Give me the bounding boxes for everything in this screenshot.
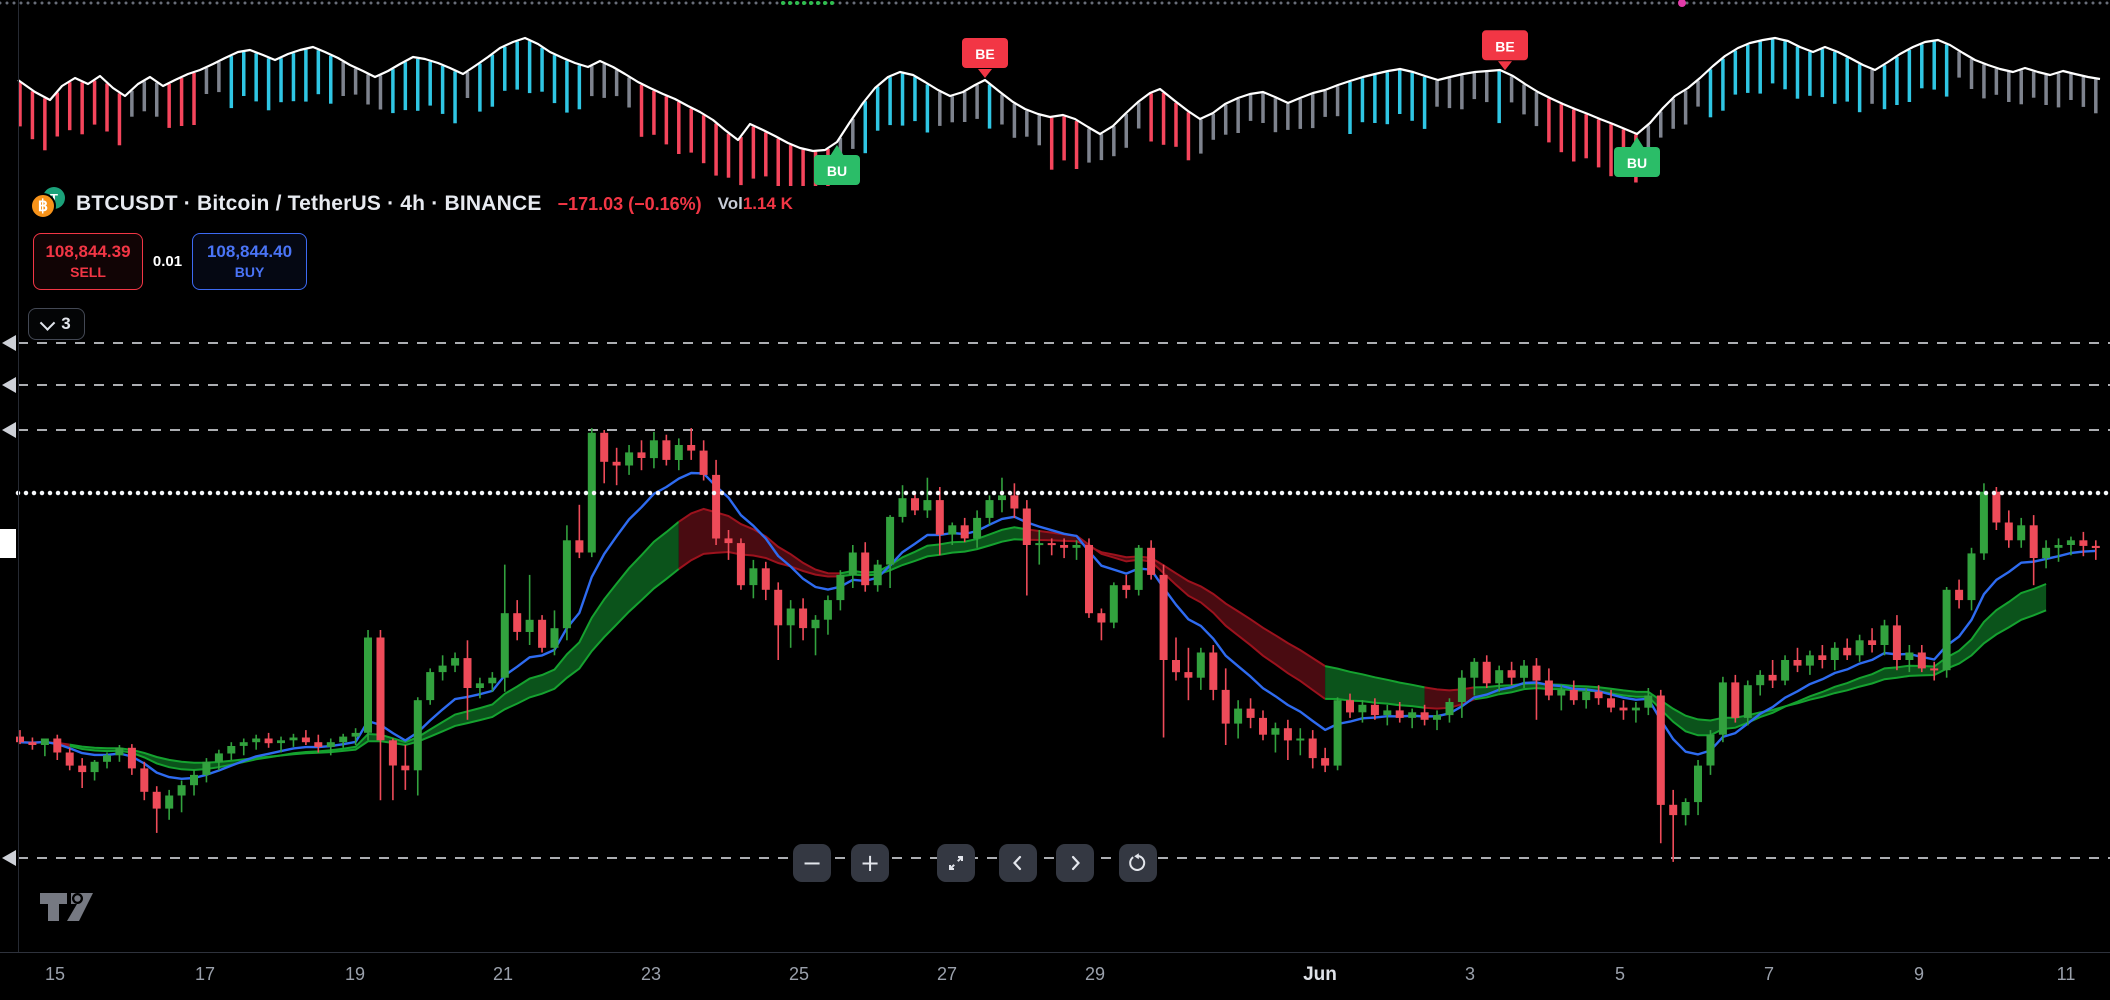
reset-view-button[interactable]	[1119, 844, 1157, 882]
signal-markers: BU BE BE BU	[814, 30, 1660, 185]
chevron-right-icon	[1071, 855, 1080, 871]
time-axis-label: 27	[936, 964, 958, 984]
volume-label: Vol	[717, 194, 743, 213]
bullish-signal-badge	[814, 155, 860, 185]
sell-price: 108,844.39	[45, 242, 131, 261]
volume-readout: Vol1.14 K	[718, 194, 793, 214]
sell-label: SELL	[70, 264, 106, 280]
time-axis-label: 11	[2056, 964, 2076, 984]
bearish-signal-badge	[962, 38, 1008, 68]
svg-text:BE: BE	[975, 46, 994, 62]
symbol-header: T ฿ BTCUSDT · Bitcoin / TetherUS · 4h · …	[30, 186, 793, 222]
time-axis-label: 3	[1464, 964, 1476, 984]
trade-buttons-row: 108,844.39 SELL 0.01 108,844.40 BUY	[33, 233, 307, 290]
price-level-arrow[interactable]	[2, 422, 16, 438]
tradingview-logo[interactable]	[36, 884, 102, 935]
zoom-out-button[interactable]: −	[793, 844, 831, 882]
time-axis-label: 23	[640, 964, 662, 984]
indicator-count: 3	[61, 314, 71, 333]
time-axis-label: Jun	[1303, 964, 1337, 985]
zoom-in-button[interactable]: +	[851, 844, 889, 882]
level-lines	[2, 335, 2110, 866]
maximize-button[interactable]	[937, 844, 975, 882]
price-chart-pane[interactable]: BU BE BE BU	[0, 0, 2110, 952]
time-axis-label: 9	[1913, 964, 1925, 984]
price-level-arrow[interactable]	[2, 335, 16, 351]
svg-text:BE: BE	[1495, 38, 1514, 54]
ma-ribbon	[19, 507, 2047, 772]
oscillator-line	[17, 36, 2101, 153]
ma-line-blue	[19, 471, 2096, 780]
price-level-arrow[interactable]	[2, 377, 16, 393]
time-axis-label: 15	[44, 964, 66, 984]
bearish-marker-pointer	[1498, 61, 1512, 71]
svg-text:BU: BU	[827, 163, 847, 179]
time-axis-label: 21	[492, 964, 514, 984]
price-level-arrow[interactable]	[2, 850, 16, 866]
plus-icon: +	[859, 849, 881, 877]
bearish-marker-pointer	[978, 69, 992, 78]
time-axis[interactable]: 15 17 19 21 23 25 27 29 Jun 3 5 7 9 11	[0, 952, 2110, 1000]
pane-left-border	[18, 0, 19, 952]
time-axis-label: 25	[788, 964, 810, 984]
bearish-signal-badge	[1482, 30, 1528, 61]
chevron-left-icon	[1013, 855, 1022, 871]
scroll-left-button[interactable]	[999, 844, 1037, 882]
scroll-right-button[interactable]	[1056, 844, 1094, 882]
volume-value: 1.14 K	[742, 194, 793, 213]
bitcoin-coin-icon: ฿	[30, 193, 56, 219]
top-indicator-line	[0, 0, 2110, 7]
chevron-down-icon	[39, 314, 56, 331]
minus-icon: −	[801, 849, 823, 877]
bullish-marker-pointer	[830, 145, 844, 156]
time-axis-label: 29	[1084, 964, 1106, 984]
bullish-signal-badge	[1614, 147, 1660, 177]
spread-value: 0.01	[152, 253, 183, 270]
time-axis-label: 5	[1614, 964, 1626, 984]
indicator-collapse-button[interactable]: 3	[28, 308, 85, 340]
expand-icon	[949, 856, 963, 870]
price-change: −171.03 (−0.16%)	[557, 193, 702, 214]
time-axis-label: 19	[344, 964, 366, 984]
instrument-icon: T ฿	[30, 187, 70, 221]
sell-button[interactable]: 108,844.39 SELL	[33, 233, 143, 290]
time-axis-label: 17	[194, 964, 216, 984]
svg-text:BU: BU	[1627, 155, 1647, 171]
time-axis-label: 7	[1763, 964, 1775, 984]
buy-price: 108,844.40	[206, 242, 293, 261]
reset-icon	[1129, 853, 1146, 871]
buy-button[interactable]: 108,844.40 BUY	[192, 233, 307, 290]
bullish-marker-pointer	[1630, 137, 1644, 148]
symbol-title[interactable]: BTCUSDT · Bitcoin / TetherUS · 4h · BINA…	[76, 192, 542, 215]
left-edge-artifact	[0, 529, 16, 558]
candles	[16, 428, 2100, 862]
buy-label: BUY	[234, 264, 265, 280]
oscillator-bars	[18, 39, 2098, 186]
